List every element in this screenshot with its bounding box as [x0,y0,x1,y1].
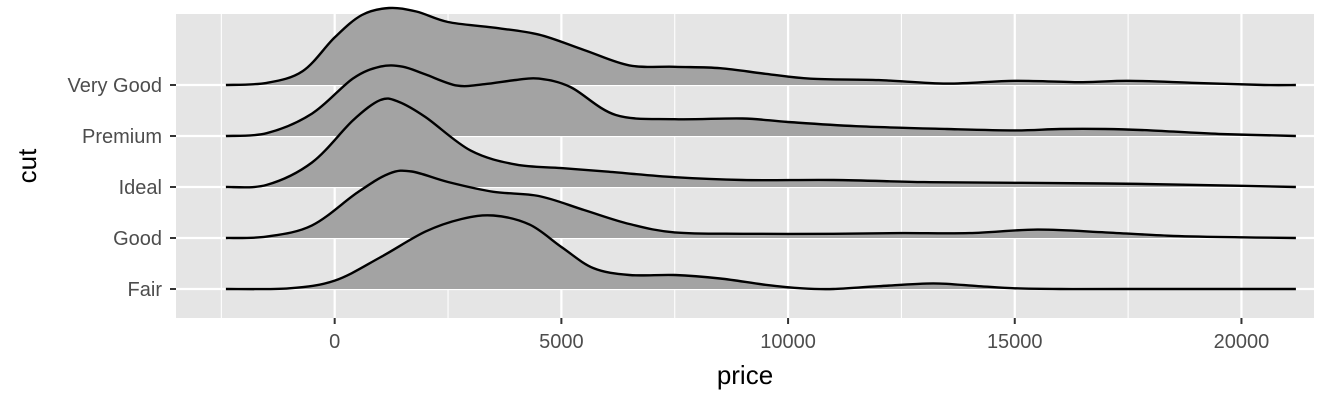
ridge-line-very-good [225,6,1296,87]
ridge-fill-fair [225,215,1296,290]
y-tick-label: Fair [128,279,163,301]
ridge-fill-ideal [225,98,1296,188]
ridge-fill-very-good [225,7,1296,86]
ridge-line-good [225,169,1296,240]
ridge-line-fair [225,214,1296,291]
y-tick-label: Ideal [119,177,162,199]
y-tick-label: Good [113,228,162,250]
x-tick-label: 5000 [539,331,584,353]
ridge-line-ideal [225,97,1296,189]
axis-ticks: 0 5000 10000 15000 20000 Fair Good Ideal Premium… [67,75,1269,353]
y-axis-title: cut [12,148,42,183]
ridge-fill-premium [225,65,1296,136]
x-tick-label: 10000 [760,331,816,353]
x-tick-label: 15000 [987,331,1043,353]
x-tick-label: 0 [329,331,340,353]
y-tick-label: Very Good [67,75,162,97]
density-ridges [225,6,1296,291]
x-tick-label: 20000 [1214,331,1270,353]
y-tick-label: Premium [82,126,162,148]
x-axis-title: price [717,360,773,390]
ridge-line-premium [225,64,1296,138]
